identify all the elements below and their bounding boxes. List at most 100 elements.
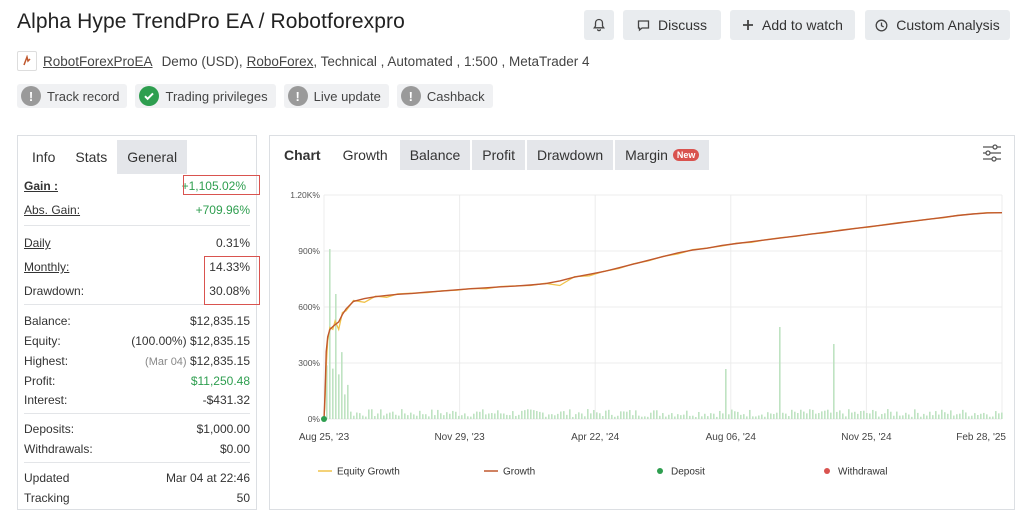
author-link[interactable]: RobotForexProEA xyxy=(43,53,153,69)
volume-bar xyxy=(824,410,826,419)
volume-bar xyxy=(449,413,451,419)
y-tick-label: 900% xyxy=(298,246,320,256)
tab-drawdown[interactable]: Drawdown xyxy=(526,140,614,170)
stat-value: $12,835.15 xyxy=(189,354,250,368)
stat-updated: Updated Mar 04 at 22:46 xyxy=(24,468,250,488)
volume-bar xyxy=(485,414,487,419)
badge-label: Cashback xyxy=(426,88,485,104)
stat-value: 14.33% xyxy=(209,260,250,274)
tab-chart[interactable]: Chart xyxy=(284,147,321,163)
volume-bar xyxy=(755,416,757,419)
volume-bar xyxy=(515,415,517,419)
volume-bar xyxy=(674,416,676,419)
volume-bar xyxy=(707,416,709,419)
volume-bar xyxy=(575,414,577,419)
volume-bar xyxy=(503,413,505,419)
add-to-watch-label: Add to watch xyxy=(762,17,843,33)
volume-bar xyxy=(650,412,652,419)
volume-bar xyxy=(458,415,460,419)
volume-bar xyxy=(812,409,814,419)
volume-bar xyxy=(611,414,613,419)
stat-label[interactable]: Gain : xyxy=(24,179,59,193)
volume-bar xyxy=(785,413,787,419)
tab-balance[interactable]: Balance xyxy=(399,140,471,170)
volume-bar xyxy=(626,411,628,419)
chart-lines xyxy=(321,212,1003,422)
volume-bar xyxy=(602,415,604,419)
volume-bar xyxy=(800,409,802,419)
stat-label: Deposits: xyxy=(24,422,75,436)
volume-bar xyxy=(512,411,514,419)
custom-analysis-button[interactable]: Custom Analysis xyxy=(865,10,1010,40)
tab-stats[interactable]: Stats xyxy=(65,140,118,174)
volume-bar xyxy=(422,414,424,419)
volume-bar xyxy=(569,409,571,419)
volume-bar xyxy=(635,410,637,419)
badge-track-record[interactable]: ! Track record xyxy=(17,84,128,108)
stat-label: Profit: xyxy=(24,374,56,388)
volume-bar xyxy=(395,414,397,419)
badge-cashback[interactable]: ! Cashback xyxy=(396,84,493,108)
chart-settings-button[interactable] xyxy=(982,144,1002,167)
stat-label[interactable]: Abs. Gain: xyxy=(24,203,81,217)
stat-label[interactable]: Monthly: xyxy=(24,260,70,274)
volume-bar xyxy=(938,414,940,419)
notification-button[interactable] xyxy=(584,10,614,40)
volume-bar xyxy=(911,416,913,419)
volume-bar xyxy=(926,415,928,419)
tab-margin[interactable]: Margin New xyxy=(615,140,710,170)
volume-bar xyxy=(791,409,793,419)
volume-bar xyxy=(341,352,343,419)
volume-bar xyxy=(698,412,700,419)
volume-bar xyxy=(950,410,952,419)
volume-bar xyxy=(656,410,658,419)
volume-bar xyxy=(494,413,496,419)
volume-bar xyxy=(773,413,775,419)
volume-bar xyxy=(665,416,667,419)
growth-chart[interactable]: 0% 300% 600% 900% 1.20K% Aug 25, '23 Nov 29, … xyxy=(270,172,1014,510)
volume-bar xyxy=(836,411,838,419)
discuss-button[interactable]: Discuss xyxy=(623,10,721,40)
volume-bar xyxy=(491,413,493,419)
tab-profit[interactable]: Profit xyxy=(472,140,525,170)
volume-bar xyxy=(725,369,727,419)
stat-label: Drawdown: xyxy=(24,284,85,298)
volume-bar xyxy=(539,411,541,419)
volume-bar xyxy=(632,415,634,419)
volume-bar xyxy=(761,414,763,419)
volume-bar xyxy=(467,416,469,419)
volume-bar xyxy=(992,416,994,419)
volume-bar xyxy=(434,415,436,419)
volume-bar xyxy=(587,409,589,419)
volume-bar xyxy=(383,415,385,419)
equity-growth-line xyxy=(323,212,1002,420)
volume-bar xyxy=(695,416,697,419)
volume-bar xyxy=(704,413,706,419)
volume-bar xyxy=(977,414,979,419)
tab-info[interactable]: Info xyxy=(32,149,56,165)
volume-bar xyxy=(728,414,730,419)
broker-link[interactable]: RoboForex xyxy=(246,53,314,69)
volume-bar xyxy=(605,410,607,419)
stat-label[interactable]: Daily xyxy=(24,236,51,250)
volume-bar xyxy=(959,413,961,419)
badge-live-update[interactable]: ! Live update xyxy=(283,84,389,108)
volume-bar xyxy=(542,412,544,419)
badge-trading-privileges[interactable]: Trading privileges xyxy=(135,84,276,108)
clock-icon xyxy=(875,19,888,31)
add-to-watch-button[interactable]: Add to watch xyxy=(730,10,855,40)
stat-gain: Gain : +1,105.02% xyxy=(24,176,250,196)
robot-logo-icon xyxy=(23,55,31,66)
x-axis: Aug 25, '23 Nov 29, '23 Apr 22, '24 Aug 06,… xyxy=(299,432,1007,443)
tab-growth[interactable]: Growth xyxy=(342,147,388,163)
volume-bar xyxy=(758,415,760,419)
volume-bar xyxy=(689,415,691,419)
volume-bar xyxy=(578,412,580,419)
volume-bar xyxy=(488,413,490,419)
legend-growth-label: Growth xyxy=(503,467,535,478)
tab-general[interactable]: General xyxy=(117,140,188,174)
stat-label: Withdrawals: xyxy=(24,442,93,456)
volume-bar xyxy=(428,416,430,419)
sliders-icon xyxy=(983,144,1001,162)
volume-bar xyxy=(596,412,598,419)
